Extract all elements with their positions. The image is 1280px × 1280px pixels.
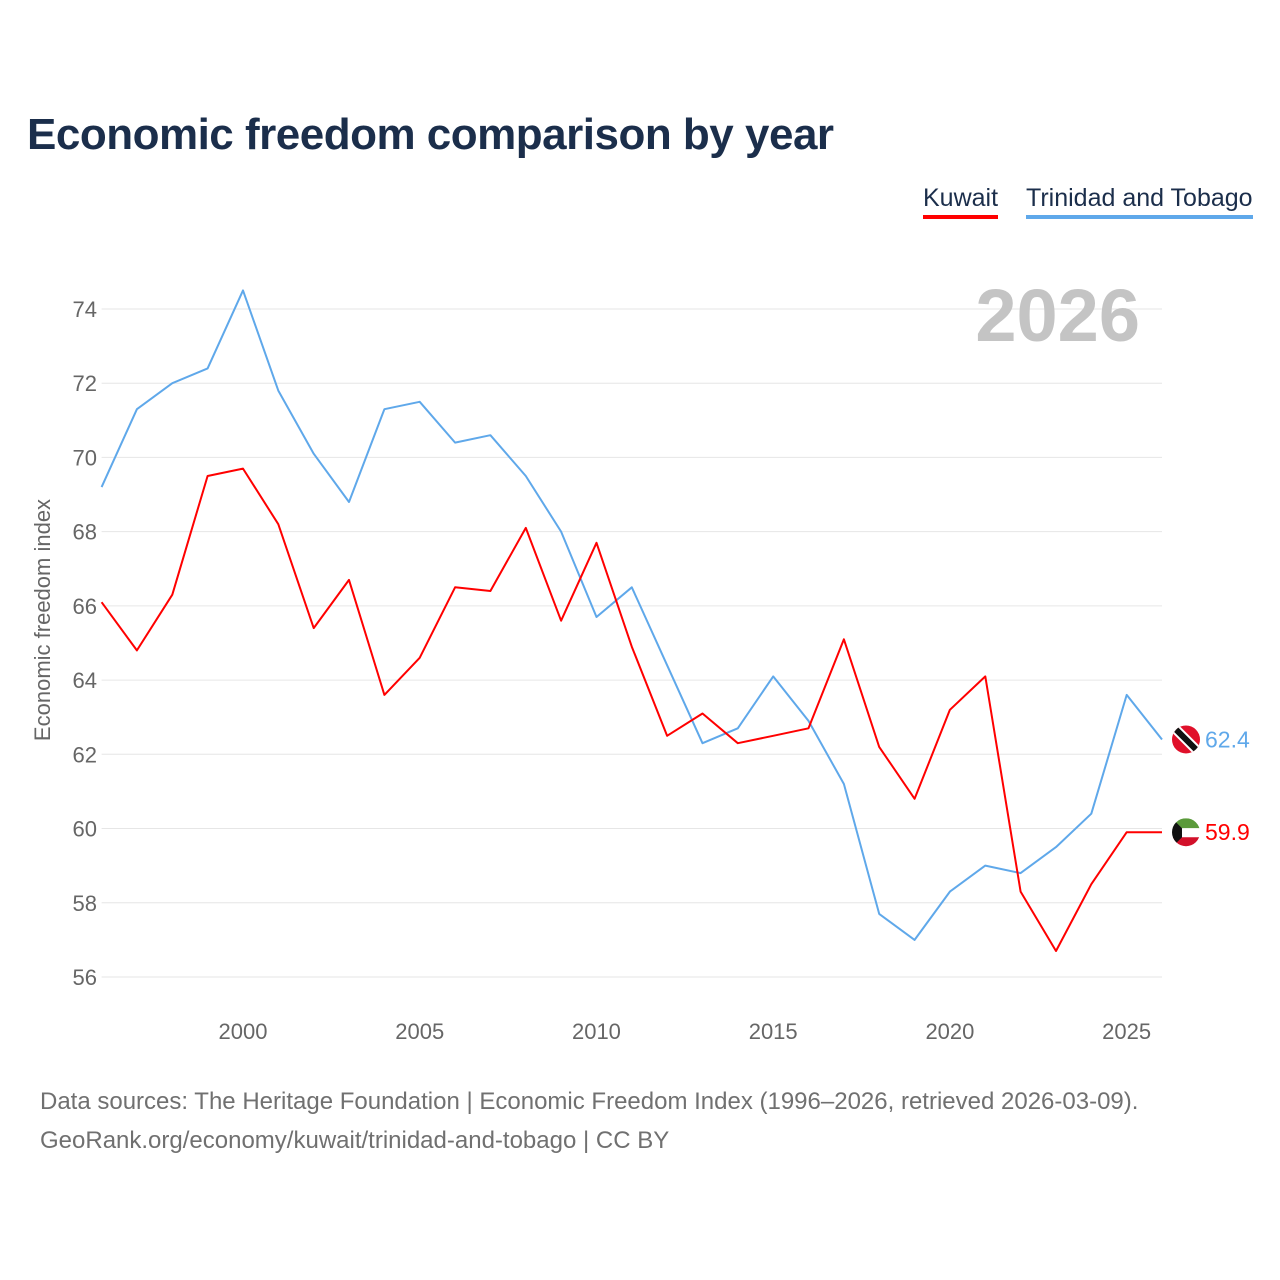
- flag-green: [1172, 818, 1200, 829]
- y-tick-label: 68: [73, 520, 97, 545]
- series-line-kuwait: [100, 467, 1162, 952]
- kuwait-flag-icon: [1172, 818, 1200, 847]
- y-tick-label: 60: [73, 817, 97, 842]
- footer-sources: Data sources: The Heritage Foundation | …: [40, 1088, 1139, 1115]
- year-watermark: 2026: [975, 274, 1140, 357]
- y-tick-label: 74: [73, 297, 97, 322]
- y-tick-label: 64: [73, 668, 97, 693]
- flag-black: [1172, 818, 1182, 847]
- series-line-trinidad-and-tobago: [100, 289, 1163, 941]
- y-tick-label: 72: [73, 371, 97, 396]
- chart-title: Economic freedom comparison by year: [27, 110, 834, 159]
- legend-kuwait[interactable]: Kuwait: [923, 184, 999, 219]
- y-tick-label: 62: [73, 742, 97, 767]
- trinidad-flag-icon: [1172, 725, 1200, 754]
- flag-body: [1172, 725, 1200, 754]
- x-tick-label: 2015: [749, 1019, 798, 1044]
- flag-white: [1172, 828, 1200, 838]
- y-axis-label: Economic freedom index: [30, 499, 55, 741]
- flag-black-stripe: [1172, 725, 1200, 754]
- y-tick-label: 58: [73, 891, 97, 916]
- x-tick-label: 2000: [219, 1019, 268, 1044]
- end-value-label: 59.9: [1205, 819, 1250, 845]
- flag-body: [1172, 818, 1200, 847]
- x-tick-label: 2020: [925, 1019, 974, 1044]
- x-tick-label: 2005: [395, 1019, 444, 1044]
- y-tick-label: 66: [73, 594, 97, 619]
- y-tick-label: 70: [73, 445, 97, 470]
- end-value-label: 62.4: [1205, 726, 1250, 752]
- y-tick-label: 56: [73, 965, 97, 990]
- x-tick-label: 2010: [572, 1019, 621, 1044]
- flag-red: [1172, 837, 1200, 847]
- footer-link[interactable]: GeoRank.org/economy/kuwait/trinidad-and-…: [40, 1127, 670, 1154]
- legend-trinidad-and-tobago[interactable]: Trinidad and Tobago: [1026, 184, 1253, 219]
- x-tick-label: 2025: [1102, 1019, 1151, 1044]
